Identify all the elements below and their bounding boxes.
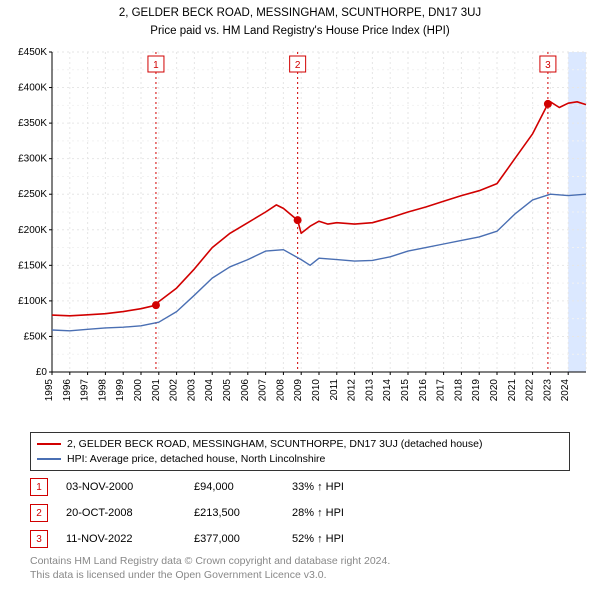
- svg-text:1995: 1995: [44, 379, 55, 402]
- svg-text:2011: 2011: [329, 379, 340, 401]
- callout-row: 2 20-OCT-2008 £213,500 28% ↑ HPI: [30, 500, 570, 526]
- footnote: Contains HM Land Registry data © Crown c…: [30, 554, 390, 582]
- callout-date: 11-NOV-2022: [66, 533, 176, 545]
- svg-text:1997: 1997: [80, 379, 91, 402]
- svg-text:1998: 1998: [97, 379, 108, 402]
- svg-text:2018: 2018: [453, 379, 464, 402]
- legend-row: 2, GELDER BECK ROAD, MESSINGHAM, SCUNTHO…: [37, 437, 563, 452]
- callout-date: 03-NOV-2000: [66, 481, 176, 493]
- page-root: 2, GELDER BECK ROAD, MESSINGHAM, SCUNTHO…: [0, 0, 600, 590]
- title-line-2: Price paid vs. HM Land Registry's House …: [0, 24, 600, 40]
- svg-text:3: 3: [545, 60, 551, 71]
- svg-text:2003: 2003: [186, 379, 197, 402]
- callout-pct: 33% ↑ HPI: [292, 481, 382, 493]
- svg-text:2021: 2021: [507, 379, 518, 402]
- svg-text:2005: 2005: [222, 379, 233, 402]
- callout-marker: 2: [30, 504, 48, 522]
- legend-label: HPI: Average price, detached house, Nort…: [67, 452, 325, 467]
- svg-text:2017: 2017: [436, 379, 447, 402]
- svg-text:£100K: £100K: [18, 296, 47, 307]
- svg-text:£350K: £350K: [18, 118, 47, 129]
- svg-text:1999: 1999: [115, 379, 126, 402]
- svg-text:2019: 2019: [471, 379, 482, 402]
- svg-text:1: 1: [153, 60, 159, 71]
- svg-text:2006: 2006: [240, 379, 251, 402]
- callout-marker: 1: [30, 478, 48, 496]
- svg-text:2002: 2002: [169, 379, 180, 402]
- svg-text:2001: 2001: [151, 379, 162, 402]
- svg-text:2010: 2010: [311, 379, 322, 402]
- svg-text:1996: 1996: [62, 379, 73, 402]
- legend-box: 2, GELDER BECK ROAD, MESSINGHAM, SCUNTHO…: [30, 432, 570, 471]
- svg-text:2008: 2008: [275, 379, 286, 402]
- titles: 2, GELDER BECK ROAD, MESSINGHAM, SCUNTHO…: [0, 0, 600, 39]
- svg-text:2024: 2024: [560, 379, 571, 402]
- callout-pct: 28% ↑ HPI: [292, 507, 382, 519]
- callout-price: £213,500: [194, 507, 274, 519]
- svg-text:2015: 2015: [400, 379, 411, 402]
- callout-pct: 52% ↑ HPI: [292, 533, 382, 545]
- callout-date: 20-OCT-2008: [66, 507, 176, 519]
- title-line-1: 2, GELDER BECK ROAD, MESSINGHAM, SCUNTHO…: [0, 6, 600, 22]
- svg-text:2016: 2016: [418, 379, 429, 402]
- svg-text:£250K: £250K: [18, 189, 47, 200]
- svg-text:2000: 2000: [133, 379, 144, 402]
- legend-swatch: [37, 443, 61, 445]
- legend-swatch: [37, 458, 61, 460]
- svg-text:2013: 2013: [364, 379, 375, 402]
- svg-text:2009: 2009: [293, 379, 304, 402]
- svg-text:2012: 2012: [347, 379, 358, 402]
- svg-text:£0: £0: [36, 367, 48, 378]
- svg-text:2007: 2007: [258, 379, 269, 402]
- svg-text:£150K: £150K: [18, 260, 47, 271]
- svg-text:2004: 2004: [204, 379, 215, 402]
- svg-text:2022: 2022: [525, 379, 536, 402]
- chart-svg: £0 £50K £100K £150K £200K £250K £300K £350K £400…: [8, 44, 592, 424]
- svg-text:£450K: £450K: [18, 47, 47, 58]
- chart-area: £0 £50K £100K £150K £200K £250K £300K £350K £400…: [8, 44, 592, 424]
- svg-text:2: 2: [295, 60, 301, 71]
- callout-table: 1 03-NOV-2000 £94,000 33% ↑ HPI 2 20-OCT-2008…: [30, 474, 570, 552]
- footnote-line-2: This data is licensed under the Open Gov…: [30, 568, 390, 582]
- callout-price: £377,000: [194, 533, 274, 545]
- footnote-line-1: Contains HM Land Registry data © Crown c…: [30, 554, 390, 568]
- callout-row: 3 11-NOV-2022 £377,000 52% ↑ HPI: [30, 526, 570, 552]
- svg-text:2014: 2014: [382, 379, 393, 402]
- legend-label: 2, GELDER BECK ROAD, MESSINGHAM, SCUNTHO…: [67, 437, 482, 452]
- callout-row: 1 03-NOV-2000 £94,000 33% ↑ HPI: [30, 474, 570, 500]
- callout-marker: 3: [30, 530, 48, 548]
- legend-row: HPI: Average price, detached house, Nort…: [37, 452, 563, 467]
- svg-text:£50K: £50K: [24, 331, 48, 342]
- svg-text:£300K: £300K: [18, 154, 47, 165]
- svg-text:£400K: £400K: [18, 83, 47, 94]
- svg-text:£200K: £200K: [18, 225, 47, 236]
- svg-text:2023: 2023: [542, 379, 553, 402]
- svg-text:2020: 2020: [489, 379, 500, 402]
- callout-price: £94,000: [194, 481, 274, 493]
